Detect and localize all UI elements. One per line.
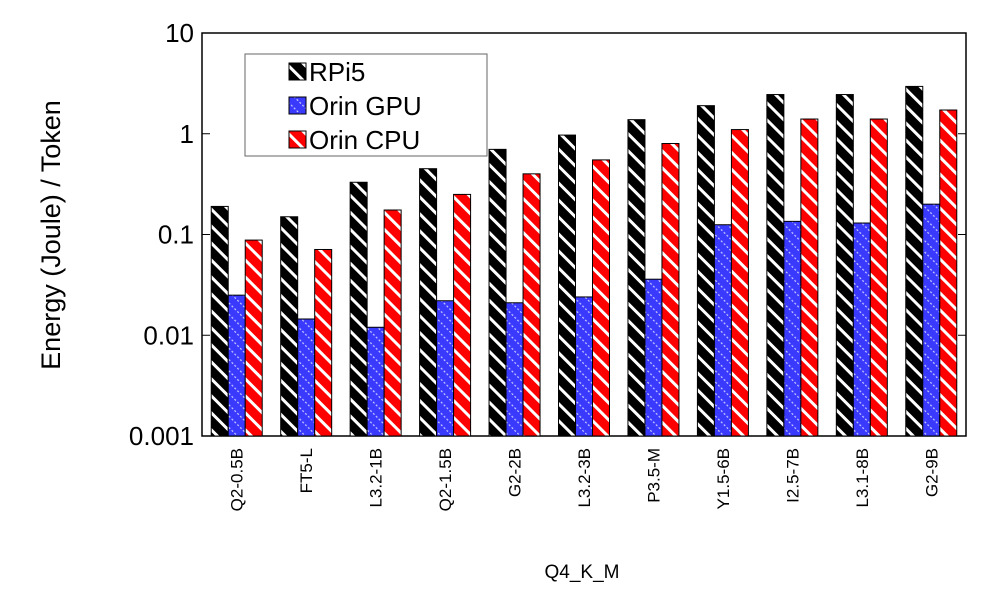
bar-orin-cpu-l3.1-8b	[869, 118, 888, 437]
x-tick-label: G2-2B	[506, 448, 525, 497]
x-tick-label: L3.2-1B	[367, 448, 386, 508]
x-axis-label: Q4_K_M	[545, 562, 620, 583]
bar-orin-cpu-g2-2b	[522, 173, 541, 437]
bar-orin-cpu-q2-0.5b	[244, 239, 263, 437]
legend-label: RPi5	[309, 57, 365, 87]
x-tick-label: P3.5-M	[644, 448, 663, 503]
bar-rpi5-g2-2b	[488, 148, 507, 437]
bar-orin-cpu-y1.5-6b	[730, 129, 749, 437]
legend-label: Orin GPU	[309, 91, 422, 121]
bar-rpi5-i2.5-7b	[766, 94, 785, 437]
legend-swatch-rpi5	[288, 62, 307, 81]
legend-label: Orin CPU	[309, 125, 420, 155]
x-tick-label: Y1.5-6B	[714, 448, 733, 509]
x-tick-label: I2.5-7B	[783, 448, 802, 503]
bar-orin-gpu-ft5-l	[297, 318, 316, 437]
bar-orin-gpu-g2-9b	[922, 203, 941, 437]
bar-orin-cpu-q2-1.5b	[453, 193, 472, 437]
y-axis-label: Energy (Joule) / Token	[36, 100, 66, 370]
bar-rpi5-q2-1.5b	[419, 168, 438, 437]
bars	[210, 85, 958, 437]
y-tick-label: 0.1	[158, 220, 194, 250]
bar-rpi5-ft5-l	[280, 216, 299, 437]
bar-rpi5-q2-0.5b	[210, 205, 229, 437]
y-axis-ticks: 0.001 0.01 0.1 1 10	[129, 18, 966, 451]
bar-orin-gpu-g2-2b	[505, 302, 524, 437]
bar-rpi5-l3.1-8b	[835, 94, 854, 437]
bar-orin-gpu-l3.1-8b	[852, 222, 871, 437]
y-tick-label: 0.001	[129, 421, 194, 451]
bar-orin-gpu-q2-1.5b	[436, 300, 455, 437]
bar-orin-gpu-p3.5-m	[644, 278, 663, 437]
legend-swatch-orin-cpu	[288, 130, 307, 149]
bar-orin-gpu-l3.2-3b	[575, 296, 593, 437]
bar-rpi5-l3.2-3b	[558, 134, 576, 437]
bar-orin-cpu-l3.2-1b	[383, 209, 402, 437]
legend: RPi5 Orin GPU Orin CPU	[244, 53, 488, 157]
y-tick-label: 10	[165, 18, 194, 48]
x-tick-label: G2-9B	[922, 448, 941, 497]
x-axis-ticks: Q2-0.5B FT5-L L3.2-1B Q2-1.5B G2-2B L3.2-3B P3…	[228, 448, 942, 511]
y-tick-label: 1	[180, 119, 194, 149]
bar-orin-cpu-ft5-l	[314, 248, 333, 437]
x-tick-label: FT5-L	[297, 448, 316, 493]
x-tick-label: L3.1-8B	[853, 448, 872, 508]
legend-box	[244, 53, 488, 157]
legend-swatch-orin-gpu	[288, 96, 307, 115]
bar-orin-cpu-l3.2-3b	[592, 159, 610, 437]
bar-orin-cpu-p3.5-m	[661, 143, 680, 437]
y-tick-label: 0.01	[143, 320, 194, 350]
x-tick-label: Q2-1.5B	[436, 448, 455, 511]
bar-orin-cpu-g2-9b	[939, 109, 958, 437]
bar-rpi5-y1.5-6b	[696, 105, 715, 437]
bar-rpi5-l3.2-1b	[349, 181, 368, 437]
x-tick-label: Q2-0.5B	[228, 448, 247, 511]
bar-orin-gpu-y1.5-6b	[713, 224, 732, 437]
bar-orin-gpu-q2-0.5b	[227, 294, 246, 437]
bar-orin-gpu-l3.2-1b	[366, 326, 385, 437]
bar-rpi5-p3.5-m	[627, 119, 646, 437]
x-tick-label: L3.2-3B	[575, 448, 594, 508]
bar-rpi5-g2-9b	[905, 85, 924, 437]
bar-orin-cpu-i2.5-7b	[800, 118, 819, 437]
bar-orin-gpu-i2.5-7b	[783, 220, 802, 437]
